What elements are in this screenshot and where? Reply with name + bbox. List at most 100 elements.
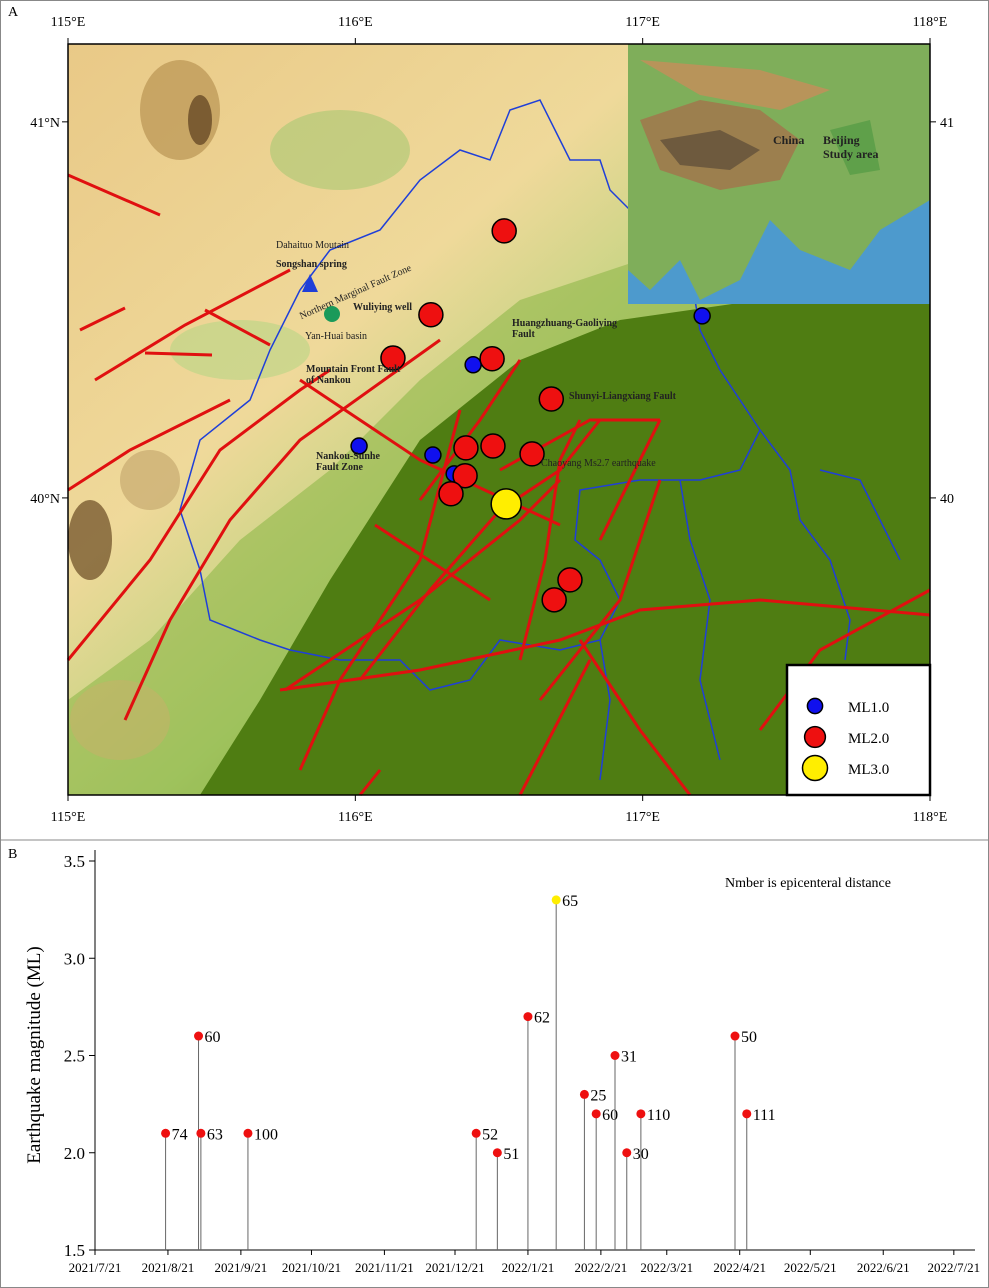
distance-label: 100 [254,1126,278,1143]
x-tick-label: 2021/9/21 [215,1260,268,1275]
epicenter [491,218,517,244]
stem-point [194,1031,204,1041]
distance-label: 52 [482,1126,498,1143]
x-tick-label: 2021/8/21 [142,1260,195,1275]
inset-map [628,44,930,304]
stem-point [492,1148,502,1158]
stem-point [243,1128,253,1138]
distance-label: 74 [172,1126,188,1143]
distance-label: 110 [647,1107,670,1124]
map-annotation: Dahaituo Moutain [276,240,350,251]
epicenter [479,346,505,372]
distance-label: 51 [503,1146,519,1163]
map-frame [67,43,931,796]
distance-label: 65 [562,893,578,910]
map-annotation: China [773,133,805,147]
map-annotation: Songshan spring [276,259,347,270]
map-annotation: Wuliying well [353,302,412,313]
panel-label: A [8,5,19,20]
x-tick-label: 2022/1/21 [502,1260,555,1275]
stem-point [742,1109,752,1119]
stem-point [161,1128,171,1138]
distance-label: 31 [621,1049,637,1066]
distance-label: 25 [590,1087,606,1104]
map-annotation: Huangzhuang-Gaoliying Fault [512,318,618,340]
x-tick-label: 2021/12/21 [425,1260,484,1275]
x-tick-label: 2022/7/21 [927,1260,980,1275]
stem-point [551,895,561,905]
epicenter [438,481,464,507]
stem-point [730,1031,740,1041]
x-tick-label: 2021/10/21 [282,1260,341,1275]
map-annotation: Yan-Huai basin [305,331,368,342]
epicenter [480,433,506,459]
y-tick-label: 3.0 [64,949,85,968]
epicenter [541,587,567,613]
epicenter [424,446,442,464]
y-tick-label: 2.0 [64,1144,85,1163]
stem-point [579,1089,589,1099]
x-tick-label: 118°E [913,810,948,825]
distance-label: 50 [741,1029,757,1046]
x-tick-label: 2022/5/21 [784,1260,837,1275]
x-tick-label: 118°E [913,15,948,30]
well-marker [324,306,340,322]
stem-point [591,1109,601,1119]
epicenter [693,307,711,325]
y-tick-label: 3.5 [64,852,85,871]
stem-point [196,1128,206,1138]
epicenter [418,302,444,328]
stem-point [622,1148,632,1158]
boundary [179,99,901,781]
stem-point [471,1128,481,1138]
map-annotation: Mountain Front Fault of Nankou [306,364,401,386]
distance-label: 60 [205,1029,221,1046]
x-tick-label: 116°E [338,15,373,30]
y-tick-label: 1.5 [64,1241,85,1260]
y2-tick-label: 41 [940,116,954,131]
epicenter [464,356,482,374]
x-tick-label: 116°E [338,810,373,825]
annotation: Nmber is epicenteral distance [725,876,891,891]
epicenter [557,567,583,593]
x-tick-label: 2022/3/21 [640,1260,693,1275]
legend-label: ML3.0 [848,762,889,778]
map-annotation: Nankou-Sunhe Fault Zone [316,451,380,473]
legend-marker [801,754,829,782]
map-annotation: Chaoyang Ms2.7 earthquake [541,458,656,469]
map-annotation: Shunyi-Liangxiang Fault [569,391,676,402]
epicenter [453,435,479,461]
epicenter [538,386,565,412]
epicenter [350,437,368,455]
x-tick-label: 2022/6/21 [857,1260,910,1275]
x-tick-label: 115°E [51,15,86,30]
distance-label: 111 [753,1107,776,1124]
epicenter [380,345,406,371]
panel-label: B [8,847,17,862]
map-annotation: Beijing [823,133,860,147]
legend-marker [806,697,824,715]
stem-point [636,1109,646,1119]
distance-label: 63 [207,1126,223,1143]
stem-point [610,1051,620,1060]
epicenter [452,462,478,489]
y-tick-label: 40°N [30,492,60,507]
y-tick-label: 41°N [30,116,60,131]
distance-label: 62 [534,1010,550,1027]
map-annotation: Study area [823,147,879,161]
x-tick-label: 117°E [625,810,660,825]
y2-tick-label: 40 [940,492,954,507]
epicenter [519,441,545,467]
y-axis-title: Earthquake magnitude (ML) [24,946,45,1163]
y-tick-label: 2.5 [64,1047,85,1066]
epicenter [490,488,522,520]
legend-marker [803,725,827,749]
x-tick-label: 2021/7/21 [69,1260,122,1275]
distance-label: 60 [602,1107,618,1124]
x-tick-label: 115°E [51,810,86,825]
stem-point [523,1012,533,1022]
x-tick-label: 2021/11/21 [355,1260,414,1275]
x-tick-label: 2022/2/21 [575,1260,628,1275]
